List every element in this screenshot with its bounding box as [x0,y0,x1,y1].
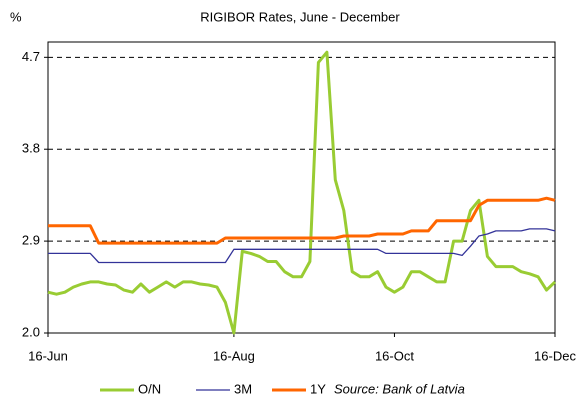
legend-label: 1Y [310,381,326,396]
y-tick-label: 2.9 [22,233,40,248]
plot-frame [47,41,556,334]
y-axis-label: % [10,9,22,24]
chart-title: RIGIBOR Rates, June - December [200,9,400,24]
legend-label: 3M [234,381,252,396]
source-note: Source: Bank of Latvia [334,381,465,396]
x-tick-label: 16-Jun [28,348,68,363]
y-tick-label: 2.0 [22,324,40,339]
y-tick-label: 3.8 [22,141,40,156]
series-line [47,50,557,335]
legend-label: O/N [138,381,161,396]
series-line [48,228,556,264]
x-tick-label: 16-Aug [213,348,255,363]
x-tick-label: 16-Dec [534,348,576,363]
x-tick-label: 16-Oct [375,348,414,363]
y-tick-label: 4.7 [22,49,40,64]
series-line [48,196,556,245]
